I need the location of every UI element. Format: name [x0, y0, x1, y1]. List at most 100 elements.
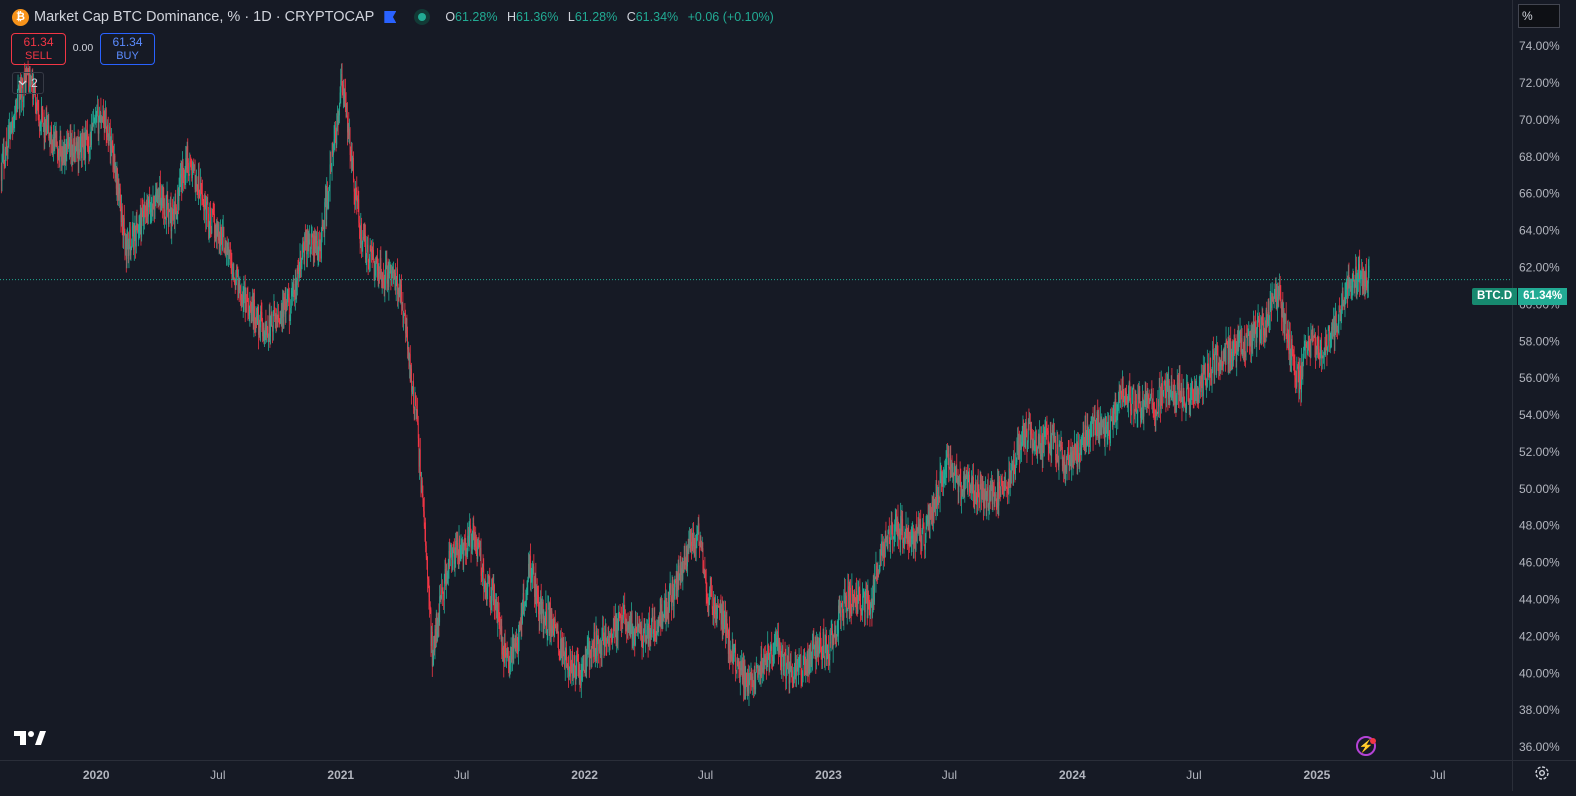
candle-body: [127, 232, 129, 240]
candle-body: [270, 315, 271, 337]
candle-body: [63, 146, 64, 163]
candle-body: [1333, 317, 1335, 324]
candle-body: [975, 482, 976, 492]
candle-body: [930, 505, 932, 510]
candle-body: [908, 545, 910, 547]
candle-body: [289, 319, 291, 321]
candle-body: [230, 253, 232, 262]
candle-body: [783, 666, 785, 671]
candle-body: [756, 665, 758, 667]
candle-body: [1175, 395, 1177, 406]
tradingview-logo-icon[interactable]: [14, 729, 46, 747]
candle-body: [1167, 378, 1169, 399]
candlestick-chart[interactable]: [0, 0, 1512, 760]
candle-body: [1219, 357, 1221, 367]
candle-body: [665, 597, 666, 624]
buy-price: 61.34: [112, 35, 143, 49]
candle-body: [860, 610, 862, 615]
candle-body: [300, 257, 302, 268]
candle-body: [961, 486, 963, 495]
candle-body: [1098, 414, 1099, 439]
candle-body: [612, 618, 614, 634]
candle-body: [679, 562, 681, 579]
candle-body: [504, 643, 505, 664]
candle-body: [439, 596, 441, 598]
candle-body: [341, 74, 343, 88]
price-scale[interactable]: 36.00% 38.00% 40.00% 42.00% 44.00% 46.00% 48.0…: [1512, 0, 1576, 760]
sell-button[interactable]: 61.34 SELL: [11, 33, 66, 65]
candle-body: [1118, 402, 1119, 404]
candle-body: [40, 124, 42, 125]
scale-unit-button[interactable]: %: [1518, 4, 1560, 28]
candle-body: [586, 658, 588, 673]
candle-body: [483, 568, 485, 589]
candle-body: [1097, 411, 1099, 439]
candle-body: [992, 485, 994, 505]
candle-body: [1367, 283, 1369, 288]
candle-body: [1140, 408, 1141, 419]
candle-body: [406, 318, 408, 335]
buy-button[interactable]: 61.34 BUY: [100, 33, 155, 65]
candle-body: [599, 644, 601, 654]
candle-body: [1084, 425, 1086, 451]
candle-body: [253, 299, 255, 325]
time-scale[interactable]: 2020 Jul 2021 Jul 2022 Jul 2023 Jul 2024 Jul 2025 J…: [0, 760, 1512, 791]
candle-body: [35, 103, 37, 113]
candle-body: [630, 621, 632, 635]
candles: [0, 60, 1370, 706]
candle-body: [945, 464, 947, 474]
candle-body: [1166, 385, 1167, 398]
candle-body: [906, 526, 908, 540]
candle-body: [839, 608, 841, 612]
candle-body: [516, 643, 518, 652]
candle-body: [417, 422, 419, 439]
candle-body: [428, 579, 430, 598]
candle-body: [1196, 389, 1198, 394]
candle-body: [574, 656, 576, 668]
candle-body: [443, 581, 445, 601]
candle-body: [436, 613, 438, 637]
symbol-legend[interactable]: ₿ Market Cap BTC Dominance, % · 1D · CRY…: [12, 7, 774, 27]
candle-body: [209, 207, 211, 226]
candle-body: [121, 206, 123, 223]
candle-body: [1318, 346, 1320, 358]
flag-icon[interactable]: [384, 11, 397, 23]
candle-body: [814, 644, 816, 646]
candle-body: [375, 262, 377, 264]
candle-body: [1067, 451, 1069, 459]
symbol-title[interactable]: Market Cap BTC Dominance, % · 1D · CRYPT…: [34, 9, 375, 25]
lightning-icon[interactable]: ⚡: [1356, 736, 1376, 756]
candle-body: [734, 647, 736, 651]
candle-body: [963, 476, 965, 492]
candle-body: [639, 623, 641, 628]
candle-body: [1220, 351, 1222, 367]
candle-body: [943, 476, 945, 478]
candle-body: [1216, 344, 1218, 355]
candle-body: [933, 496, 935, 511]
candle-body: [1194, 385, 1196, 403]
candle-body: [192, 167, 193, 179]
chart-pane[interactable]: [0, 0, 1512, 760]
indicators-toggle[interactable]: 2: [12, 72, 44, 94]
candle-body: [463, 545, 465, 547]
candle-body: [1150, 397, 1151, 401]
candle-body: [1028, 422, 1030, 424]
candle-body: [409, 354, 410, 367]
candle-body: [259, 325, 261, 328]
candle-body: [1331, 327, 1333, 337]
candle-body: [68, 144, 70, 147]
candle-body: [731, 658, 733, 660]
candle-body: [291, 290, 293, 297]
candle-body: [57, 146, 58, 158]
candle-body: [1309, 349, 1310, 353]
candle-body: [885, 534, 887, 540]
candle-body: [49, 132, 50, 139]
candle-body: [1072, 450, 1074, 463]
candle-body: [511, 651, 513, 660]
market-status-icon[interactable]: [414, 9, 431, 25]
gear-icon[interactable]: [1533, 764, 1551, 782]
candle-body: [769, 654, 771, 671]
candle-body: [1214, 346, 1216, 352]
candle-body: [345, 97, 347, 118]
candle-body: [200, 182, 201, 196]
